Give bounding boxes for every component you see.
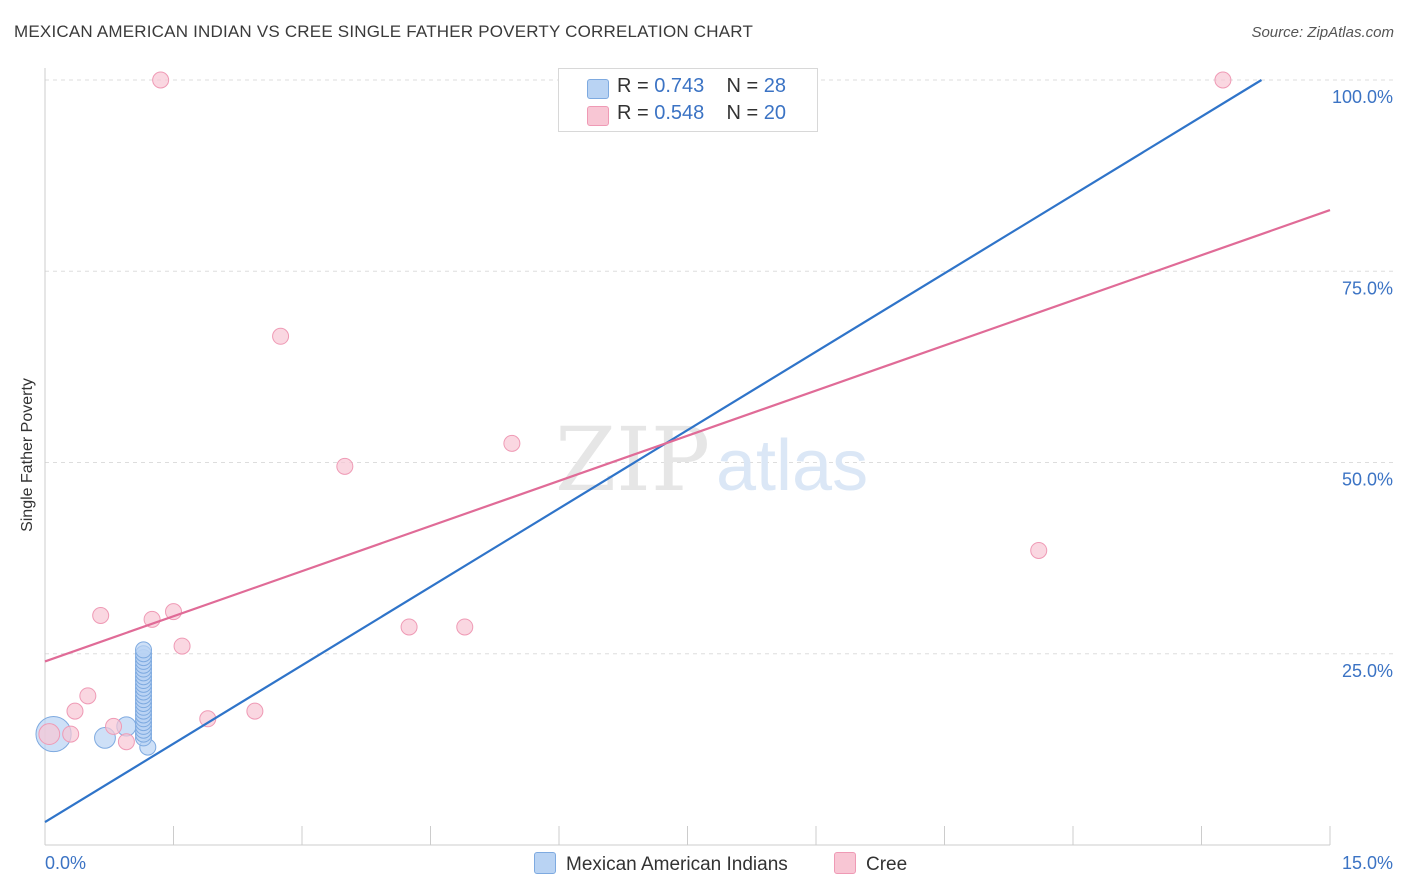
legend-swatch-blue (587, 79, 609, 99)
pink-trend-line (44, 209, 1331, 663)
correlation-legend: R = 0.743 N = 28 R = 0.548 N = 20 (558, 68, 818, 132)
y-axis-label: Single Father Poverty (19, 378, 36, 532)
data-points (35, 71, 1232, 756)
watermark-zip: ZIP (555, 408, 710, 511)
series-legend-cree: Cree (834, 852, 907, 876)
legend-swatch-pink (587, 106, 609, 126)
series-swatch-blue (534, 852, 556, 874)
legend-n-label: N = (726, 102, 764, 124)
pink-data-point (105, 717, 123, 735)
pink-data-point (1030, 541, 1048, 559)
pink-data-point (92, 607, 110, 624)
source-label: Source: ZipAtlas.com (1251, 24, 1394, 41)
legend-n-value: 20 (763, 102, 787, 124)
legend-n-value: 28 (763, 75, 787, 97)
legend-r-value: 0.548 (654, 102, 705, 124)
pink-data-point (173, 637, 191, 655)
pink-data-point (1214, 71, 1232, 89)
pink-data-point (38, 723, 61, 745)
axes (44, 68, 1331, 846)
series-name: Mexican American Indians (566, 854, 788, 875)
watermark-atlas: atlas (716, 426, 868, 506)
pink-data-point (456, 618, 474, 636)
trend-lines (44, 79, 1331, 823)
series-name: Cree (866, 854, 908, 875)
series-legend-mexican-american-indians: Mexican American Indians (534, 852, 788, 876)
pink-data-point (400, 618, 418, 636)
grid-lines (45, 79, 1395, 655)
y-tick-label: 50.0% (1342, 470, 1393, 490)
pink-data-point (66, 702, 84, 720)
legend-r-label: R = (617, 75, 655, 97)
y-tick-label: 25.0% (1342, 661, 1393, 681)
chart-title: MEXICAN AMERICAN INDIAN VS CREE SINGLE F… (14, 22, 754, 41)
blue-trend-line (44, 79, 1263, 823)
pink-data-point (117, 733, 135, 751)
pink-data-point (246, 702, 264, 720)
pink-data-point (272, 327, 290, 345)
pink-data-point (152, 71, 170, 89)
blue-data-point (135, 641, 153, 659)
legend-r-value: 0.743 (654, 75, 705, 97)
legend-r-label: R = (617, 102, 655, 124)
pink-data-point (503, 434, 521, 452)
series-swatch-pink (834, 852, 856, 874)
pink-data-point (79, 687, 97, 705)
tick-labels: 25.0% 50.0% 75.0% 100.0% 0.0% 15.0% (45, 87, 1393, 873)
legend-n-label: N = (726, 75, 764, 97)
pink-data-point (62, 725, 80, 743)
y-tick-label: 100.0% (1332, 87, 1393, 107)
watermark: ZIP atlas (555, 408, 868, 511)
x-tick-label: 15.0% (1342, 853, 1393, 873)
y-tick-label: 75.0% (1342, 278, 1393, 298)
x-tick-label: 0.0% (45, 853, 86, 873)
pink-data-point (336, 457, 354, 475)
